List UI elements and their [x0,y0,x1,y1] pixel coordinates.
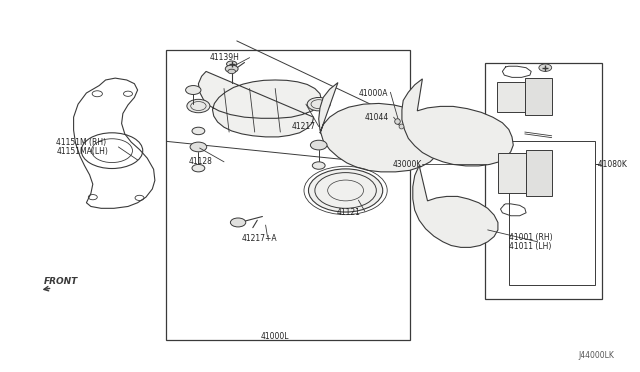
Circle shape [186,86,201,94]
Polygon shape [402,79,513,166]
Bar [509,141,595,285]
Circle shape [190,142,207,152]
Bar [166,50,410,340]
Text: 41044: 41044 [365,113,389,122]
Text: 43000K: 43000K [393,160,422,169]
Circle shape [310,140,327,150]
Text: 41000A: 41000A [358,89,388,97]
Text: 41001 (RH): 41001 (RH) [509,233,552,242]
Text: 41121: 41121 [337,208,360,217]
Text: FRONT: FRONT [44,277,78,286]
Text: 41011 (LH): 41011 (LH) [509,242,551,251]
Text: 41151MA(LH): 41151MA(LH) [56,147,108,156]
Polygon shape [198,71,321,137]
Circle shape [539,64,552,71]
Polygon shape [413,166,498,247]
Circle shape [192,127,205,135]
Text: -41080K: -41080K [595,160,627,169]
Text: 41000L: 41000L [261,332,289,341]
Circle shape [230,218,246,227]
Text: 41217: 41217 [291,122,315,131]
Circle shape [228,69,236,74]
Circle shape [192,164,205,172]
Polygon shape [497,82,525,112]
Circle shape [312,162,325,169]
Text: 41128: 41128 [189,157,212,166]
Text: J44000LK: J44000LK [579,351,614,360]
Circle shape [225,65,238,73]
Text: 41151M (RH): 41151M (RH) [56,138,106,147]
Circle shape [227,61,237,67]
Bar [485,63,602,299]
Polygon shape [525,78,552,115]
Text: 41217+A: 41217+A [242,234,278,243]
Polygon shape [498,153,526,193]
Polygon shape [319,83,440,172]
Circle shape [308,169,383,212]
Polygon shape [526,150,552,196]
Circle shape [307,97,330,111]
Text: 41139H: 41139H [210,53,240,62]
Circle shape [187,99,210,113]
